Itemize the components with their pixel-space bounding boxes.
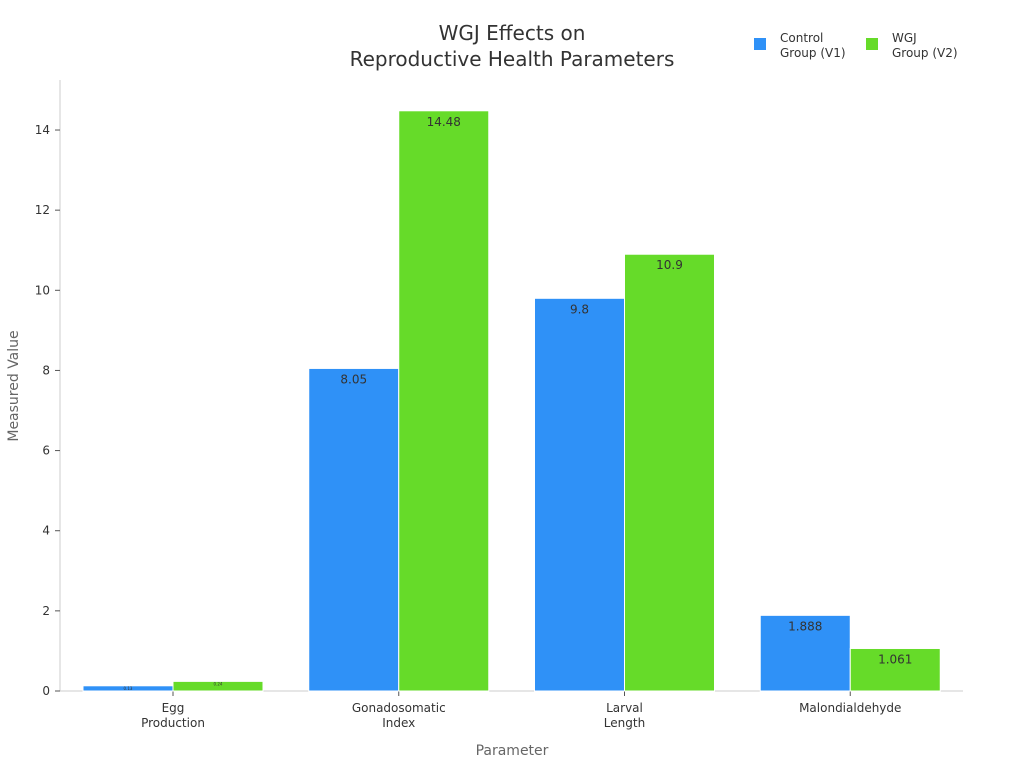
data-label: 0.24 (214, 681, 223, 686)
data-label: 8.05 (340, 372, 367, 386)
legend-label: Control (780, 31, 823, 45)
chart-title: WGJ Effects on (439, 21, 586, 45)
data-label: 0.13 (124, 686, 133, 691)
data-label: 10.9 (656, 258, 683, 272)
legend-swatch (754, 38, 766, 50)
bar (534, 297, 625, 692)
x-tick-label: Egg (162, 701, 185, 715)
legend-label: Group (V1) (780, 46, 846, 60)
legend-swatch (866, 38, 878, 50)
bar (172, 680, 264, 692)
data-label: 9.8 (570, 302, 589, 316)
x-tick-label: Length (604, 716, 645, 730)
x-tick-label: Malondialdehyde (799, 701, 901, 715)
bar (398, 110, 490, 692)
x-tick-label: Production (141, 716, 205, 730)
x-tick-label: Larval (606, 701, 643, 715)
x-tick-label: Index (382, 716, 415, 730)
y-axis-label: Measured Value (6, 330, 22, 441)
bar (849, 647, 941, 692)
y-tick-label: 10 (35, 283, 50, 297)
data-label: 1.888 (788, 619, 822, 633)
data-label: 1.061 (878, 652, 912, 666)
legend-label: WGJ (892, 31, 917, 45)
bar (308, 367, 400, 692)
y-tick-label: 12 (35, 203, 50, 217)
legend-label: Group (V2) (892, 46, 958, 60)
y-tick-label: 6 (42, 444, 50, 458)
bar (759, 614, 851, 692)
y-tick-label: 2 (42, 604, 50, 618)
x-axis-label: Parameter (476, 743, 549, 759)
y-tick-label: 8 (42, 363, 50, 377)
data-label: 14.48 (427, 115, 461, 129)
chart-title: Reproductive Health Parameters (350, 47, 675, 71)
y-tick-label: 0 (42, 684, 50, 698)
x-tick-label: Gonadosomatic (352, 701, 446, 715)
bar (624, 253, 715, 692)
y-tick-label: 14 (35, 123, 50, 137)
y-tick-label: 4 (42, 524, 50, 538)
